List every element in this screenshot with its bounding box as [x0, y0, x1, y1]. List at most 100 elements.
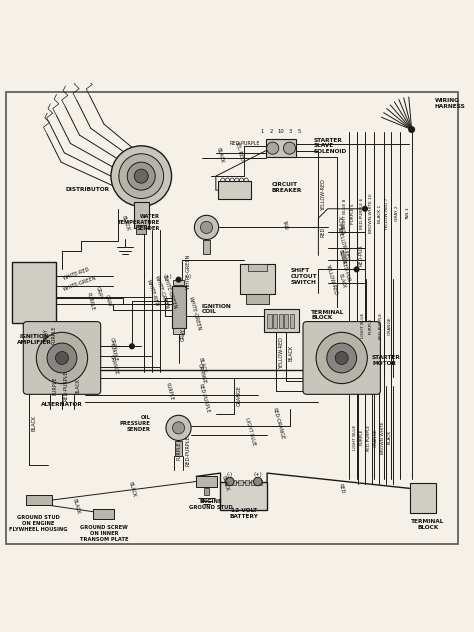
Text: GRAY: GRAY: [181, 328, 185, 341]
Text: YEL-RED: YEL-RED: [235, 140, 245, 161]
Text: IGNITION
AMPLIFIER: IGNITION AMPLIFIER: [17, 334, 52, 344]
Text: BLACK: BLACK: [32, 415, 36, 431]
Text: BLACK: BLACK: [197, 358, 206, 374]
Text: BLACK: BLACK: [127, 481, 136, 498]
Circle shape: [134, 169, 148, 183]
Text: GROUND SCREW
ON INNER
TRANSOM PLATE: GROUND SCREW ON INNER TRANSOM PLATE: [80, 525, 128, 542]
Bar: [251, 480, 256, 485]
Text: WHITE-GREEN: WHITE-GREEN: [162, 275, 178, 310]
Text: (-): (-): [186, 274, 192, 279]
Text: BLACK: BLACK: [220, 475, 229, 492]
Text: PURPLE: PURPLE: [176, 442, 181, 461]
Text: YELLOW-RED: YELLOW-RED: [321, 179, 326, 210]
Text: TERMINAL
BLOCK: TERMINAL BLOCK: [311, 310, 345, 320]
Bar: [248, 264, 267, 271]
FancyBboxPatch shape: [23, 322, 100, 394]
Text: WHITE-RED: WHITE-RED: [62, 267, 90, 281]
Text: BLACK: BLACK: [289, 345, 293, 362]
Text: TAN 3: TAN 3: [406, 207, 410, 220]
Text: ORANGE: ORANGE: [237, 385, 242, 406]
Text: LIGHT BLUE: LIGHT BLUE: [353, 425, 356, 450]
Text: BLACK: BLACK: [71, 498, 80, 514]
Circle shape: [176, 277, 181, 282]
Text: GRAY: GRAY: [44, 328, 49, 341]
Text: CIRCUIT
BREAKER: CIRCUIT BREAKER: [272, 183, 302, 193]
Text: RED: RED: [321, 227, 326, 237]
Text: STARTER
MOTOR: STARTER MOTOR: [372, 355, 401, 366]
Text: YELLOW-RED 7: YELLOW-RED 7: [385, 197, 389, 229]
Text: BLACK: BLACK: [339, 215, 345, 231]
Text: GRAY: GRAY: [109, 337, 117, 350]
Text: OIL
PRESSURE
SENDER: OIL PRESSURE SENDER: [120, 415, 151, 432]
Text: 3: 3: [289, 129, 292, 134]
Text: WHITE-GREEN: WHITE-GREEN: [188, 296, 202, 331]
Text: WHITE-RED: WHITE-RED: [146, 279, 159, 307]
Text: WHITE-GREEN: WHITE-GREEN: [62, 275, 97, 292]
Circle shape: [226, 477, 234, 485]
Bar: [266, 139, 296, 157]
Bar: [284, 313, 288, 327]
Text: BLACK: BLACK: [75, 378, 81, 394]
Text: BLACK: BLACK: [388, 430, 392, 444]
Text: BLACK: BLACK: [337, 272, 346, 289]
Text: (-): (-): [227, 471, 233, 477]
Circle shape: [166, 415, 191, 441]
Text: ORANGE: ORANGE: [388, 316, 392, 334]
Text: PURPLE 5: PURPLE 5: [351, 203, 355, 224]
Text: ORANGE: ORANGE: [197, 363, 208, 384]
Circle shape: [354, 267, 359, 272]
Circle shape: [327, 343, 356, 373]
Bar: [196, 477, 217, 487]
Circle shape: [363, 207, 367, 211]
Text: PURPLE: PURPLE: [369, 317, 373, 334]
Text: YELLOW-RED: YELLOW-RED: [279, 337, 284, 369]
Text: LIGHT BLUE: LIGHT BLUE: [361, 313, 365, 338]
Text: BLACK: BLACK: [216, 147, 225, 164]
Text: RED-PURPLE: RED-PURPLE: [378, 312, 382, 339]
Bar: [134, 202, 149, 228]
Text: YELLOW-RED: YELLOW-RED: [337, 230, 350, 261]
Text: PURPLE: PURPLE: [52, 377, 57, 395]
Bar: [246, 294, 269, 305]
Text: SHIFT
CUTOUT
SWITCH: SHIFT CUTOUT SWITCH: [291, 268, 317, 284]
Text: ORANGE: ORANGE: [374, 428, 378, 447]
Bar: [203, 240, 210, 254]
Text: STARTER
SLAVE
SOLENOID: STARTER SLAVE SOLENOID: [314, 138, 347, 154]
Text: ENGINE
GROUND STUD: ENGINE GROUND STUD: [189, 499, 233, 510]
Text: GRAY: GRAY: [104, 294, 112, 308]
Circle shape: [201, 221, 212, 233]
Text: 10: 10: [278, 129, 284, 134]
Bar: [258, 480, 263, 485]
Circle shape: [267, 142, 279, 154]
Circle shape: [283, 142, 296, 154]
Bar: [245, 480, 249, 485]
Text: GRAY: GRAY: [95, 286, 103, 300]
Text: RED: RED: [337, 224, 345, 234]
Circle shape: [55, 351, 69, 365]
Text: RED-PURPLE: RED-PURPLE: [230, 141, 260, 146]
Circle shape: [36, 332, 88, 384]
Bar: [225, 480, 230, 485]
Text: PURPLE: PURPLE: [52, 325, 57, 344]
Text: 12 VOLT
BATTERY: 12 VOLT BATTERY: [229, 507, 258, 519]
Bar: [238, 480, 243, 485]
Bar: [175, 441, 182, 456]
Text: RED-RED-PUR: RED-RED-PUR: [337, 250, 350, 283]
Text: WHITE-GREEN: WHITE-GREEN: [185, 254, 191, 289]
Text: (+): (+): [254, 471, 262, 477]
Text: PURPLE: PURPLE: [360, 429, 364, 446]
Text: RED: RED: [337, 483, 345, 494]
Bar: [232, 480, 237, 485]
Circle shape: [47, 343, 77, 373]
Circle shape: [335, 351, 348, 365]
Bar: [218, 181, 251, 199]
Circle shape: [409, 127, 414, 132]
Text: 5: 5: [298, 129, 301, 134]
Circle shape: [194, 216, 219, 240]
Text: GROUND STUD
ON ENGINE
FLYWHEEL HOUSING: GROUND STUD ON ENGINE FLYWHEEL HOUSING: [9, 515, 68, 532]
Text: RED-PURPLE: RED-PURPLE: [197, 383, 210, 414]
Text: RED-PURPLE: RED-PURPLE: [64, 371, 69, 401]
Circle shape: [111, 146, 172, 207]
Text: LIGHT BLUE 8: LIGHT BLUE 8: [343, 198, 347, 228]
Text: PURPLE: PURPLE: [85, 291, 95, 311]
